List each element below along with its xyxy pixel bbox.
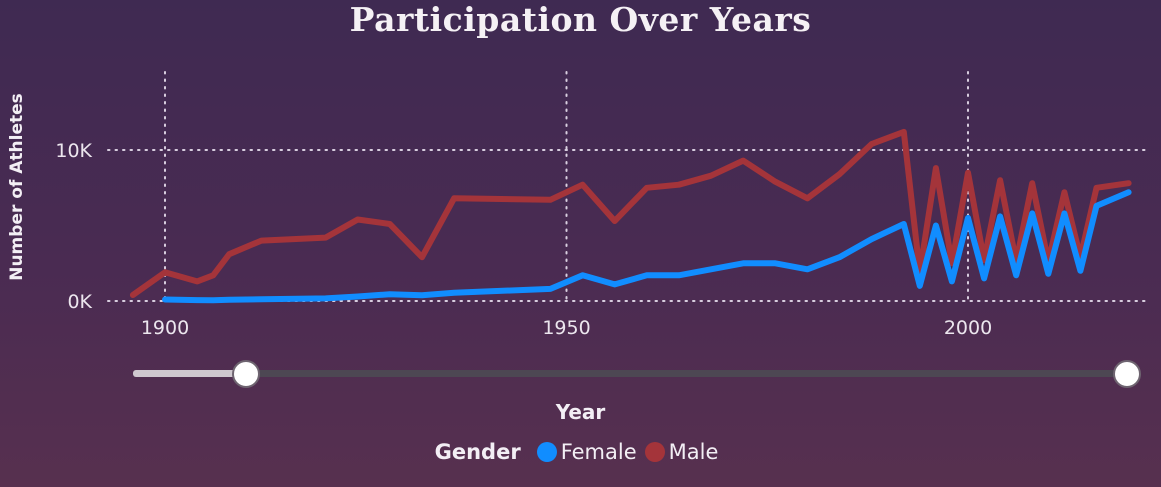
year-range-slider[interactable] [133, 360, 1141, 388]
series-line-female[interactable] [162, 189, 1132, 304]
series-layer [129, 128, 1132, 304]
line-chart: 0K 10K 1900 1950 2000 Number of Athletes [7, 71, 1149, 339]
y-tick-label: 0K [67, 291, 92, 313]
slider-track-excluded [133, 370, 245, 377]
grid-layer [107, 71, 1149, 302]
legend-title: Gender [434, 440, 521, 464]
x-tick-label: 2000 [944, 317, 992, 339]
x-axis-title: Year [555, 400, 606, 424]
slider-start-handle[interactable] [232, 360, 260, 388]
legend-item-male[interactable]: Male [644, 440, 719, 464]
y-tick-label: 10K [55, 140, 92, 162]
chart-title: Participation Over Years [349, 0, 812, 39]
legend-marker-male [644, 442, 665, 462]
y-axis-title: Number of Athletes [7, 93, 27, 281]
x-tick-label: 1950 [542, 317, 590, 339]
series-line-male[interactable] [129, 128, 1132, 298]
tick-layer: 0K 10K 1900 1950 2000 [55, 140, 992, 339]
slider-end-handle[interactable] [1113, 360, 1141, 388]
slider-track[interactable] [133, 370, 1133, 377]
legend-marker-female [536, 442, 557, 462]
legend: Gender Female Male [0, 440, 1161, 464]
x-tick-label: 1900 [141, 317, 189, 339]
legend-label-female: Female [560, 440, 637, 464]
legend-label-male: Male [668, 440, 719, 464]
legend-item-female[interactable]: Female [536, 440, 637, 464]
